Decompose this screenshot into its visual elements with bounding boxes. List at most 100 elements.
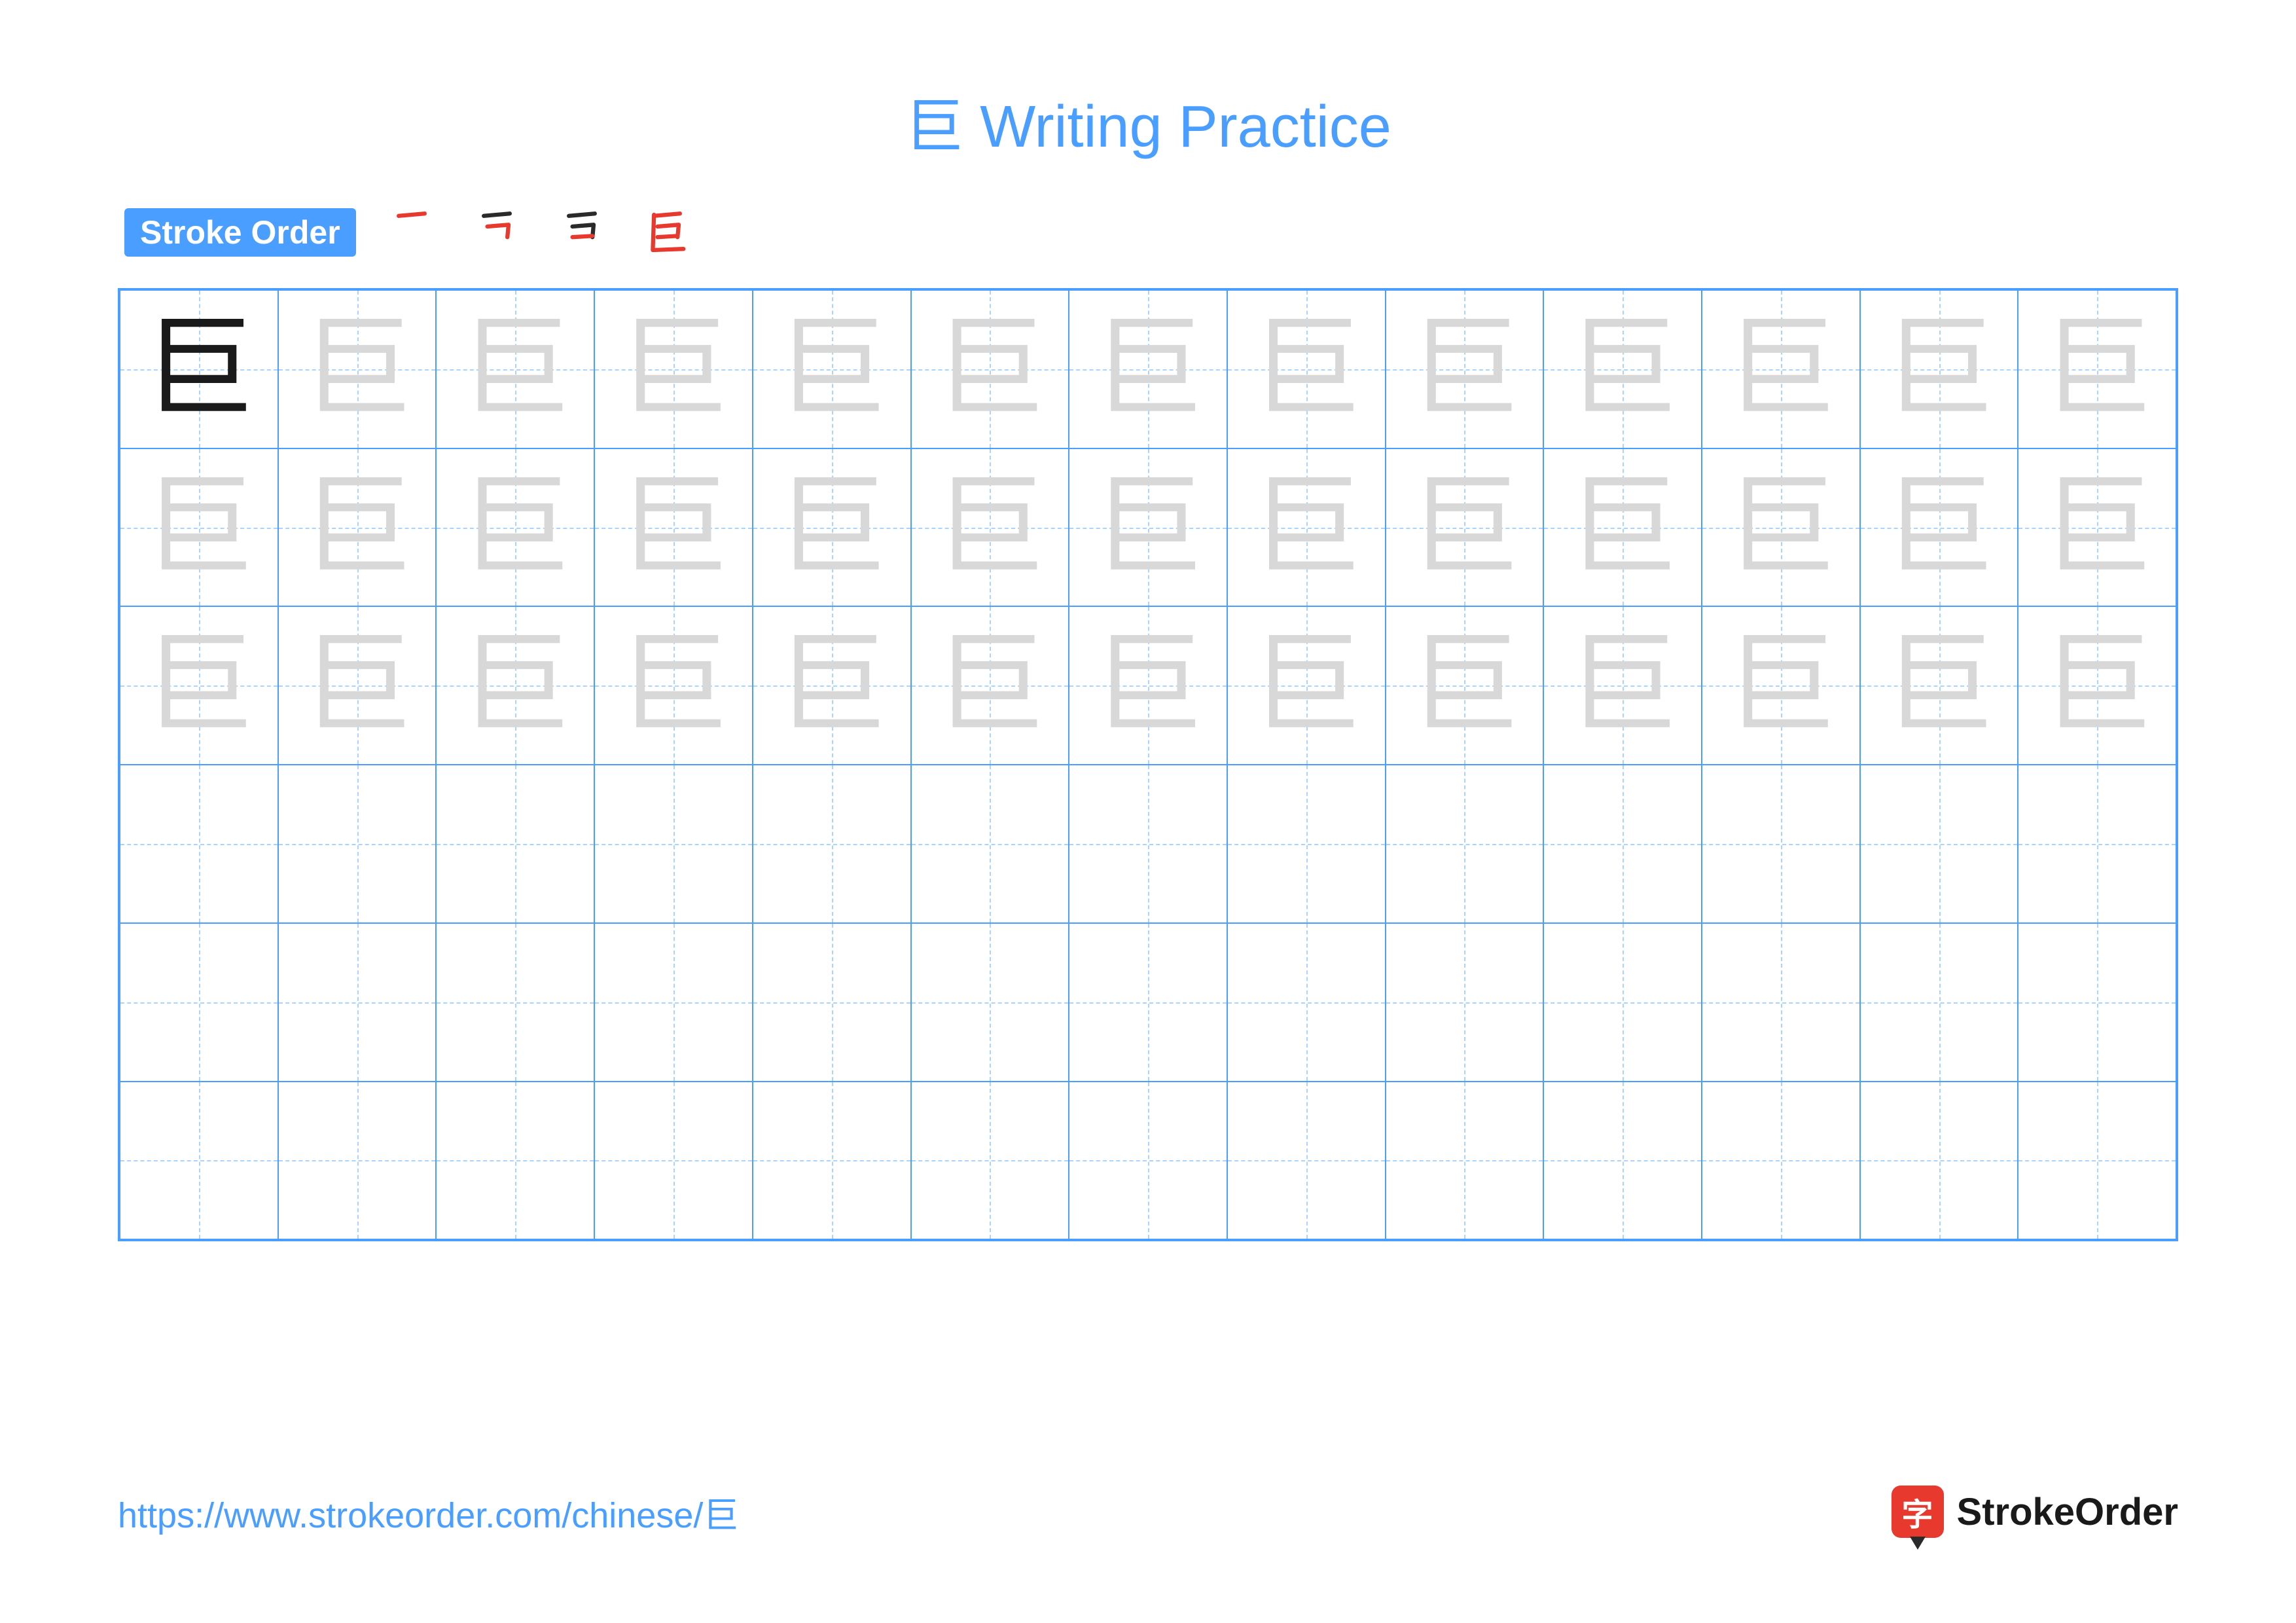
trace-char: 巨 xyxy=(618,630,729,741)
grid-cell: 巨 xyxy=(278,290,437,448)
trace-char: 巨 xyxy=(1884,472,1995,583)
grid-cell xyxy=(1702,765,1860,923)
trace-char: 巨 xyxy=(1884,314,1995,425)
trace-char: 巨 xyxy=(1567,472,1678,583)
trace-char: 巨 xyxy=(302,630,413,741)
grid-cell: 巨 xyxy=(2018,448,2176,607)
stroke-step-2 xyxy=(467,203,526,262)
trace-char: 巨 xyxy=(143,472,255,583)
grid-cell xyxy=(1227,1082,1386,1240)
grid-cell: 巨 xyxy=(753,606,911,765)
trace-char: 巨 xyxy=(618,472,729,583)
grid-cell: 巨 xyxy=(1069,448,1227,607)
trace-char: 巨 xyxy=(1884,630,1995,741)
grid-cell xyxy=(753,923,911,1082)
grid-cell: 巨 xyxy=(120,606,278,765)
trace-char: 巨 xyxy=(1567,630,1678,741)
grid-cell xyxy=(1386,1082,1544,1240)
trace-char: 巨 xyxy=(2041,630,2153,741)
grid-cell xyxy=(1860,1082,2018,1240)
grid-cell: 巨 xyxy=(1860,290,2018,448)
title-text: Writing Practice xyxy=(963,94,1391,160)
stroke-order-label: Stroke Order xyxy=(124,208,356,257)
grid-cell: 巨 xyxy=(1227,606,1386,765)
grid-cell: 巨 xyxy=(911,290,1069,448)
trace-char: 巨 xyxy=(459,630,571,741)
grid-cell xyxy=(1543,765,1702,923)
grid-cell: 巨 xyxy=(436,606,594,765)
grid-cell: 巨 xyxy=(1860,448,2018,607)
footer-url: https://www.strokeorder.com/chinese/巨 xyxy=(118,1486,738,1538)
grid-cell: 巨 xyxy=(594,290,753,448)
trace-char: 巨 xyxy=(1408,630,1520,741)
grid-cell xyxy=(753,1082,911,1240)
grid-cell xyxy=(2018,1082,2176,1240)
grid-cell: 巨 xyxy=(911,448,1069,607)
grid-cell: 巨 xyxy=(2018,290,2176,448)
stroke-steps xyxy=(382,203,696,262)
grid-cell xyxy=(120,923,278,1082)
grid-cell: 巨 xyxy=(594,448,753,607)
grid-cell xyxy=(2018,765,2176,923)
trace-char: 巨 xyxy=(1408,314,1520,425)
grid-cell: 巨 xyxy=(1543,606,1702,765)
grid-cell: 巨 xyxy=(1227,448,1386,607)
grid-cell: 巨 xyxy=(753,448,911,607)
grid-cell xyxy=(1543,923,1702,1082)
grid-cell xyxy=(436,923,594,1082)
example-char: 巨 xyxy=(143,314,255,425)
grid-cell: 巨 xyxy=(1543,448,1702,607)
grid-cell xyxy=(753,765,911,923)
trace-char: 巨 xyxy=(459,314,571,425)
stroke-step-4 xyxy=(637,203,696,262)
grid-cell: 巨 xyxy=(594,606,753,765)
trace-char: 巨 xyxy=(1251,314,1362,425)
grid-cell xyxy=(1069,1082,1227,1240)
grid-cell xyxy=(278,923,437,1082)
grid-cell: 巨 xyxy=(1702,606,1860,765)
grid-cell xyxy=(1860,923,2018,1082)
grid-cell xyxy=(911,1082,1069,1240)
grid-cell: 巨 xyxy=(278,448,437,607)
trace-char: 巨 xyxy=(1725,314,1837,425)
grid-cell xyxy=(594,923,753,1082)
stroke-step-1 xyxy=(382,203,441,262)
trace-char: 巨 xyxy=(1567,314,1678,425)
grid-cell xyxy=(911,923,1069,1082)
trace-char: 巨 xyxy=(1408,472,1520,583)
trace-char: 巨 xyxy=(1092,630,1204,741)
brand-text: StrokeOrder xyxy=(1957,1490,2178,1534)
grid-cell xyxy=(1702,923,1860,1082)
trace-char: 巨 xyxy=(302,314,413,425)
grid-cell: 巨 xyxy=(120,290,278,448)
grid-cell xyxy=(1543,1082,1702,1240)
brand-icon-char: 字 xyxy=(1902,1489,1933,1535)
grid-cell: 巨 xyxy=(1069,606,1227,765)
grid-cell: 巨 xyxy=(1386,448,1544,607)
trace-char: 巨 xyxy=(776,472,888,583)
grid-cell xyxy=(120,1082,278,1240)
trace-char: 巨 xyxy=(1251,472,1362,583)
grid-cell: 巨 xyxy=(1386,606,1544,765)
stroke-order-row: Stroke Order xyxy=(118,203,2178,262)
trace-char: 巨 xyxy=(1725,472,1837,583)
stroke-step-3 xyxy=(552,203,611,262)
trace-char: 巨 xyxy=(618,314,729,425)
grid-cell: 巨 xyxy=(753,290,911,448)
grid-cell: 巨 xyxy=(436,290,594,448)
grid-cell xyxy=(1227,765,1386,923)
trace-char: 巨 xyxy=(934,472,1045,583)
grid-cell: 巨 xyxy=(1227,290,1386,448)
grid-cell xyxy=(911,765,1069,923)
trace-char: 巨 xyxy=(459,472,571,583)
grid-cell xyxy=(436,765,594,923)
grid-cell: 巨 xyxy=(120,448,278,607)
grid-cell xyxy=(1386,923,1544,1082)
grid-cell xyxy=(2018,923,2176,1082)
trace-char: 巨 xyxy=(1251,630,1362,741)
brand-icon: 字 xyxy=(1892,1486,1944,1538)
grid-cell xyxy=(1860,765,2018,923)
grid-cell xyxy=(1386,765,1544,923)
grid-cell: 巨 xyxy=(1543,290,1702,448)
grid-cell xyxy=(278,765,437,923)
